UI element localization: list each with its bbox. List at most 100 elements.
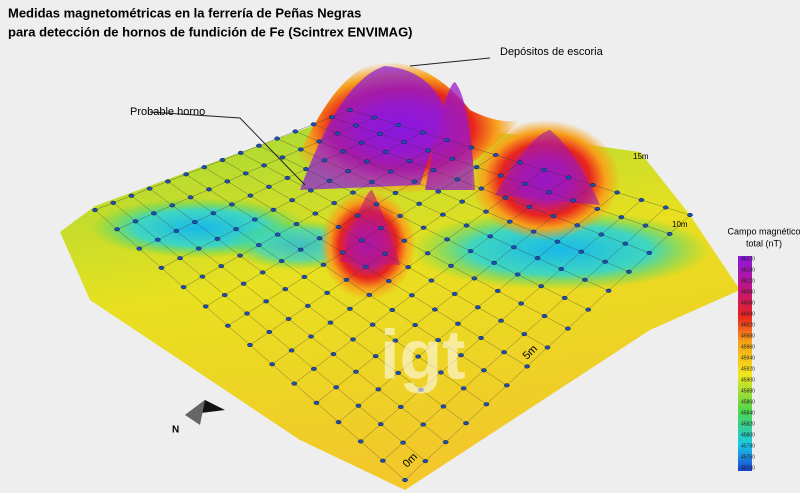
title: para detección de hornos de fundición de…	[8, 24, 413, 39]
survey-point	[158, 265, 165, 270]
survey-point	[491, 260, 497, 265]
survey-point	[521, 181, 528, 186]
survey-point	[110, 200, 117, 205]
survey-point	[467, 249, 474, 254]
survey-point	[642, 223, 649, 228]
survey-point	[498, 318, 504, 323]
survey-point	[420, 225, 427, 230]
survey-point	[382, 149, 389, 154]
survey-point	[146, 186, 153, 191]
survey-point	[151, 211, 157, 216]
survey-point	[435, 189, 442, 194]
survey-point	[353, 123, 359, 128]
survey-point	[614, 190, 620, 195]
survey-point	[371, 115, 378, 120]
survey-point	[368, 179, 375, 185]
survey-point	[405, 265, 412, 270]
survey-point	[221, 293, 228, 298]
survey-point	[173, 228, 180, 233]
survey-point	[274, 232, 281, 237]
survey-point	[517, 160, 523, 165]
survey-point	[316, 139, 323, 144]
survey-point	[622, 241, 629, 246]
survey-point	[282, 287, 289, 292]
survey-point	[590, 182, 596, 188]
survey-point	[415, 354, 422, 359]
survey-point	[256, 143, 262, 148]
survey-point	[408, 293, 415, 298]
colorbar-ticks: 46220 46180 46120 46080 46060 46040 46020 45980…	[741, 256, 755, 471]
survey-point	[448, 263, 454, 268]
survey-point	[180, 285, 187, 290]
survey-point	[366, 292, 373, 297]
colorbar-tick-label: 45880	[741, 388, 755, 394]
survey-point	[440, 212, 446, 217]
survey-point	[247, 342, 253, 348]
survey-point	[406, 158, 413, 164]
survey-point	[335, 224, 342, 230]
survey-point	[266, 329, 273, 335]
survey-point	[524, 364, 530, 369]
survey-point	[114, 227, 120, 232]
survey-point	[432, 307, 438, 312]
survey-point	[430, 168, 437, 173]
survey-point	[435, 338, 441, 343]
survey-point	[305, 303, 311, 308]
survey-point	[240, 281, 247, 286]
survey-point	[350, 190, 356, 195]
survey-point	[565, 175, 572, 180]
survey-point	[307, 188, 314, 193]
survey-point	[308, 334, 314, 339]
survey-point	[214, 236, 221, 241]
colorbar-tick-label: 45920	[741, 366, 755, 372]
survey-point	[224, 179, 231, 184]
survey-point	[451, 291, 458, 296]
survey-point	[541, 167, 548, 173]
survey-point	[292, 129, 299, 134]
survey-point	[397, 404, 404, 409]
survey-point	[585, 307, 592, 312]
survey-point	[605, 288, 612, 293]
survey-point	[375, 387, 382, 392]
survey-point	[263, 299, 269, 304]
survey-point	[347, 107, 353, 113]
survey-point	[471, 276, 478, 281]
survey-point	[345, 169, 352, 174]
survey-point	[578, 249, 585, 254]
colorbar-tick-label: 45780	[741, 443, 755, 449]
survey-point	[369, 322, 376, 327]
survey-point	[638, 197, 645, 203]
survey-point	[279, 155, 286, 160]
survey-point	[347, 306, 353, 311]
survey-point	[380, 458, 386, 463]
pointer	[409, 57, 491, 67]
survey-point	[218, 264, 225, 269]
survey-point	[544, 345, 551, 350]
survey-point	[387, 169, 394, 174]
survey-point	[602, 259, 608, 264]
survey-point	[478, 335, 484, 341]
colorbar-tick-label: 45800	[741, 432, 755, 438]
survey-point	[297, 147, 304, 152]
survey-point	[288, 348, 295, 353]
survey-point	[425, 148, 432, 153]
survey-point	[328, 115, 335, 120]
survey-point	[199, 274, 206, 279]
survey-point	[316, 236, 323, 241]
survey-point	[233, 227, 239, 232]
survey-point	[502, 195, 509, 200]
colorbar-tick-label: 46120	[741, 278, 755, 284]
colorbar-title: Campo magnético	[727, 226, 800, 236]
colorbar-tick-label: 45740	[741, 465, 755, 471]
survey-point	[541, 313, 548, 319]
survey-point	[312, 211, 319, 216]
survey-point	[377, 422, 384, 427]
survey-point	[195, 246, 202, 251]
survey-point	[420, 130, 426, 135]
survey-point	[343, 277, 350, 282]
survey-point	[561, 295, 568, 300]
survey-point	[594, 206, 601, 211]
survey-point	[285, 316, 292, 321]
survey-point	[310, 122, 317, 127]
survey-point	[558, 266, 565, 272]
